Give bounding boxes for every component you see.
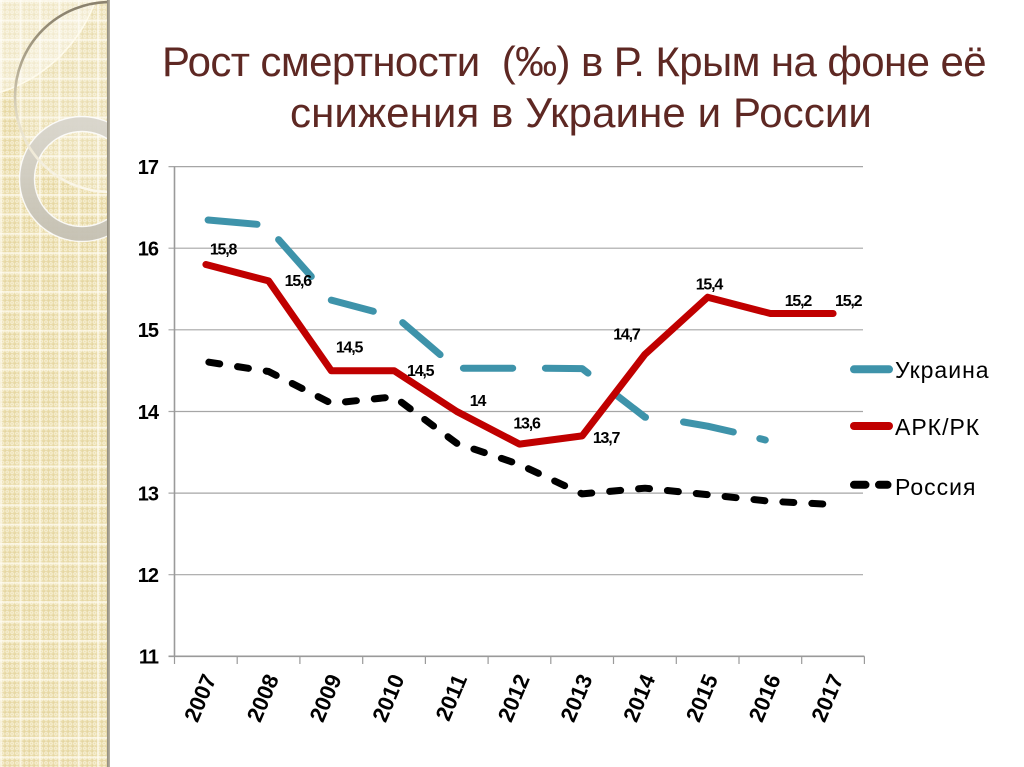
svg-text:16: 16 <box>138 239 159 261</box>
svg-text:2013: 2013 <box>555 671 597 726</box>
svg-text:2012: 2012 <box>493 671 535 726</box>
svg-text:15,4: 15,4 <box>696 277 724 294</box>
svg-text:12: 12 <box>138 565 159 587</box>
svg-text:15,2: 15,2 <box>785 293 813 310</box>
svg-text:14,5: 14,5 <box>407 363 435 380</box>
svg-text:15,6: 15,6 <box>285 273 313 290</box>
svg-text:13,7: 13,7 <box>593 430 621 447</box>
svg-text:2015: 2015 <box>681 671 723 726</box>
svg-text:Украина: Украина <box>895 357 990 383</box>
svg-text:15,2: 15,2 <box>835 293 863 310</box>
svg-text:13,6: 13,6 <box>513 415 541 432</box>
svg-text:АРК/РК: АРК/РК <box>895 414 980 440</box>
svg-text:14: 14 <box>470 393 487 410</box>
svg-text:2011: 2011 <box>430 671 472 725</box>
svg-text:11: 11 <box>139 647 159 669</box>
svg-text:14: 14 <box>138 402 160 424</box>
svg-text:2016: 2016 <box>744 671 786 726</box>
svg-text:13: 13 <box>138 483 159 505</box>
svg-text:Россия: Россия <box>895 474 976 500</box>
svg-text:2009: 2009 <box>304 671 346 726</box>
svg-text:14,5: 14,5 <box>336 339 364 356</box>
svg-text:2014: 2014 <box>618 670 660 726</box>
svg-text:2017: 2017 <box>806 671 848 726</box>
svg-text:2007: 2007 <box>179 671 221 726</box>
svg-text:2008: 2008 <box>242 671 284 726</box>
svg-text:17: 17 <box>138 157 159 179</box>
svg-text:14,7: 14,7 <box>613 327 641 344</box>
svg-text:15,8: 15,8 <box>210 242 238 259</box>
svg-text:15: 15 <box>138 320 159 342</box>
svg-text:2010: 2010 <box>367 671 409 726</box>
